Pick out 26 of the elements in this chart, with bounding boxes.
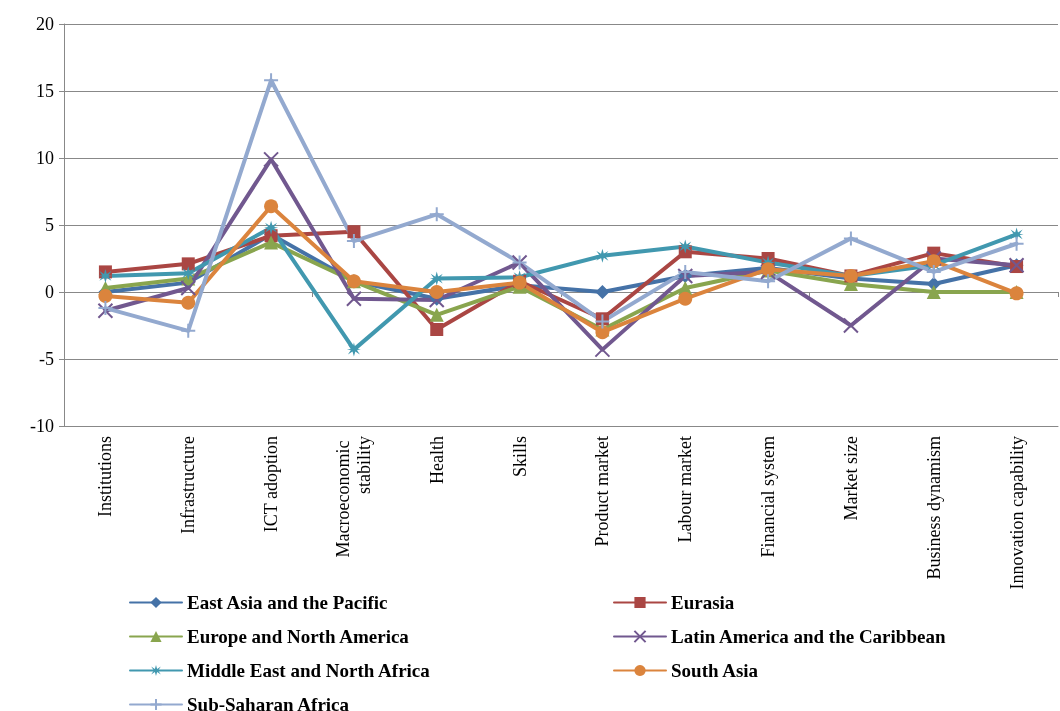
x-tick-label: Skills (509, 436, 530, 478)
x-tick-label: Labour market (675, 436, 696, 543)
x-tick-label: Macroeconomic stability (333, 436, 375, 558)
x-tick-label: Product market (592, 436, 613, 547)
x-tick-label: Infrastructure (178, 436, 199, 534)
y-tick-label: -10 (30, 416, 54, 436)
legend-label: Eurasia (671, 592, 735, 613)
y-tick-label: 10 (36, 148, 54, 168)
legend-label: Middle East and North Africa (187, 660, 431, 681)
x-tick-label: Health (426, 436, 447, 484)
y-tick-label: 0 (45, 282, 54, 302)
x-tick-label: ICT adoption (261, 436, 282, 533)
legend-label: Europe and North America (187, 626, 410, 647)
legend-label: South Asia (671, 660, 759, 681)
y-tick-label: 15 (36, 81, 54, 101)
x-tick-label: Financial system (758, 436, 779, 558)
x-tick-label: Market size (840, 436, 861, 521)
x-tick-label: Institutions (95, 436, 116, 518)
y-tick-label: 5 (45, 215, 54, 235)
y-tick-label: -5 (39, 349, 54, 369)
legend-label: East Asia and the Pacific (187, 592, 388, 613)
legend-label: Sub-Saharan Africa (187, 694, 350, 711)
y-tick-label: 20 (36, 14, 54, 34)
legend-label: Latin America and the Caribbean (671, 626, 946, 647)
x-tick-label: Business dynamism (923, 436, 944, 580)
x-tick-label: Innovation capability (1006, 436, 1027, 590)
